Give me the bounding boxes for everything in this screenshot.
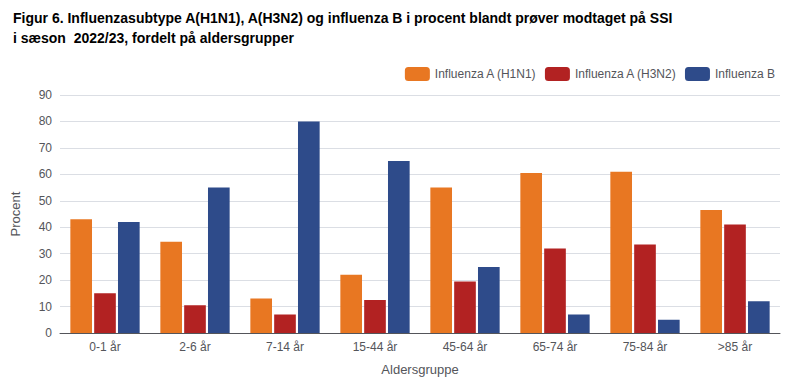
svg-text:7-14 år: 7-14 år xyxy=(266,340,304,354)
svg-text:Procent: Procent xyxy=(8,191,23,236)
svg-text:0-1 år: 0-1 år xyxy=(89,340,120,354)
svg-text:>85 år: >85 år xyxy=(718,340,752,354)
svg-text:20: 20 xyxy=(39,273,53,287)
svg-text:50: 50 xyxy=(39,194,53,208)
svg-text:45-64 år: 45-64 år xyxy=(443,340,488,354)
svg-text:Influenza A (H1N1): Influenza A (H1N1) xyxy=(435,67,536,81)
svg-text:Aldersgruppe: Aldersgruppe xyxy=(381,362,458,377)
svg-text:70: 70 xyxy=(39,141,53,155)
svg-text:Influenza A (H3N2): Influenza A (H3N2) xyxy=(575,67,676,81)
svg-text:90: 90 xyxy=(39,88,53,102)
svg-text:0: 0 xyxy=(45,326,52,340)
svg-text:15-44 år: 15-44 år xyxy=(353,340,398,354)
svg-text:75-84 år: 75-84 år xyxy=(623,340,668,354)
svg-text:65-74 år: 65-74 år xyxy=(533,340,578,354)
svg-text:10: 10 xyxy=(39,300,53,314)
svg-text:60: 60 xyxy=(39,167,53,181)
svg-text:Influenza B: Influenza B xyxy=(715,67,775,81)
svg-text:80: 80 xyxy=(39,114,53,128)
svg-text:Figur 6. Influenzasubtype A(H1: Figur 6. Influenzasubtype A(H1N1), A(H3N… xyxy=(13,10,672,26)
svg-text:40: 40 xyxy=(39,220,53,234)
svg-text:i sæson 2022/23, fordelt på a: i sæson 2022/23, fordelt på aldersgruppe… xyxy=(13,30,294,46)
svg-text:30: 30 xyxy=(39,247,53,261)
svg-text:2-6 år: 2-6 år xyxy=(179,340,210,354)
